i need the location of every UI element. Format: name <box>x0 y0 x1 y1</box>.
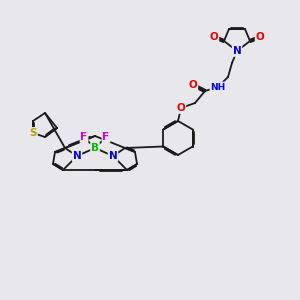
Text: N: N <box>73 151 81 161</box>
Text: O: O <box>210 32 218 42</box>
Text: S: S <box>29 128 37 138</box>
Text: O: O <box>256 32 264 42</box>
Text: F: F <box>80 132 88 142</box>
Text: B: B <box>91 143 99 153</box>
Text: F: F <box>102 132 110 142</box>
Text: N: N <box>109 151 117 161</box>
Text: N: N <box>232 46 242 56</box>
Text: O: O <box>177 103 185 113</box>
Text: O: O <box>189 80 197 90</box>
Text: S: S <box>29 128 37 138</box>
Text: NH: NH <box>210 82 226 91</box>
